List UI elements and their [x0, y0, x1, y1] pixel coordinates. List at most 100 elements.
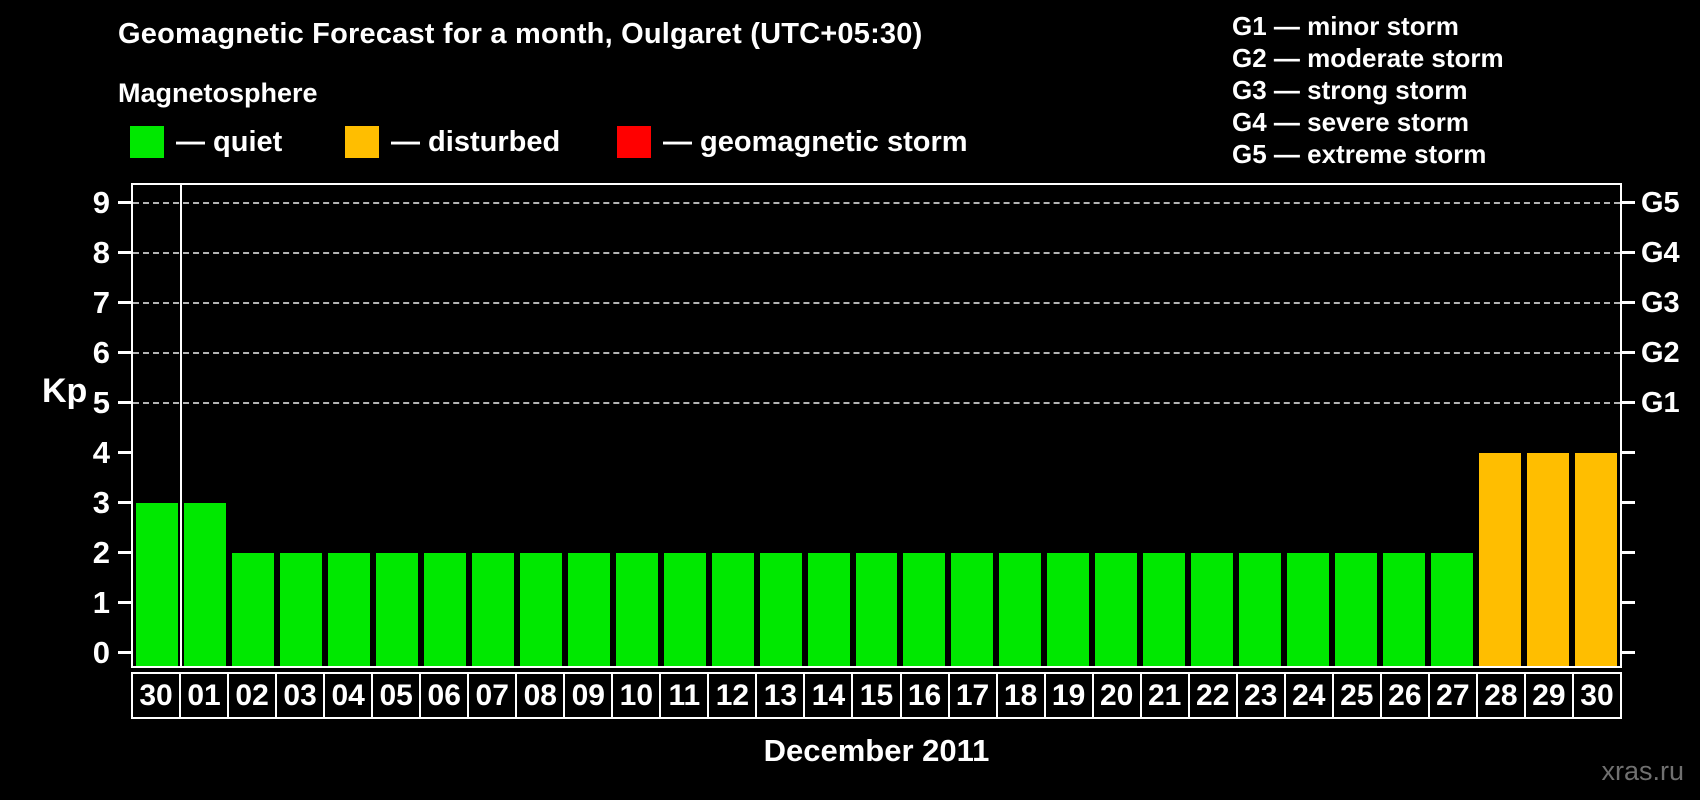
y-tick-label-9: 9: [92, 185, 110, 220]
y-tick-right-4: [1622, 451, 1635, 454]
gridline-kp-6: [133, 352, 1620, 354]
day-label-cell: 28: [1475, 672, 1526, 719]
day-label-cell: 30: [131, 672, 182, 719]
day-label-cell: 15: [851, 672, 902, 719]
gridline-kp-5: [133, 402, 1620, 404]
quiet-swatch: [130, 126, 164, 158]
y-tick-right-0: [1622, 651, 1635, 654]
day-label-cell: 24: [1283, 672, 1334, 719]
y-tick-label-4: 4: [92, 435, 110, 470]
bar-day-13: [759, 553, 802, 666]
y-tick-right-3: [1622, 501, 1635, 504]
y-tick-label-8: 8: [92, 235, 110, 270]
bar-day-10: [615, 553, 658, 666]
day-label-cell: 23: [1235, 672, 1286, 719]
bar-day-16: [903, 553, 946, 666]
day-label-cell: 03: [275, 672, 326, 719]
day-label-cell: 18: [995, 672, 1046, 719]
day-label-cell: 17: [947, 672, 998, 719]
day-label-cell: 08: [515, 672, 566, 719]
bar-day-14: [807, 553, 850, 666]
bar-day-18: [999, 553, 1042, 666]
y-tick-label-3: 3: [92, 485, 110, 520]
g-axis-label-g4: G4: [1641, 237, 1680, 269]
bar-day-27: [1431, 553, 1474, 666]
day-label-cell: 21: [1139, 672, 1190, 719]
y-tick-left-5: [118, 401, 131, 404]
day-label-cell: 29: [1523, 672, 1574, 719]
gridline-kp-8: [133, 252, 1620, 254]
y-axis-title: Kp: [42, 372, 88, 410]
y-tick-left-2: [118, 551, 131, 554]
bar-day-04: [327, 553, 370, 666]
g-scale-item-g4: G4 — severe storm: [1232, 107, 1470, 137]
bar-day-12: [711, 553, 754, 666]
legend-item-disturbed: — disturbed: [345, 124, 560, 160]
bar-day-05: [375, 553, 418, 666]
day-label-cell: 25: [1331, 672, 1382, 719]
bar-day-09: [567, 553, 610, 666]
day-label-cell: 07: [467, 672, 518, 719]
g-axis-label-g2: G2: [1641, 337, 1680, 369]
g-scale-item-g3: G3 — strong storm: [1232, 75, 1468, 105]
legend-heading: Magnetosphere: [118, 78, 318, 108]
day-label-cell: 19: [1043, 672, 1094, 719]
day-label-cell: 02: [227, 672, 278, 719]
g-axis-label-g1: G1: [1641, 387, 1680, 419]
bar-day-06: [423, 553, 466, 666]
day-label-cell: 01: [179, 672, 230, 719]
day-label-cell: 04: [323, 672, 374, 719]
x-axis-day-labels: 30 01 02 03 04 05 06 07 08 09 10 11 12 13 14 15 16 17 18 19…: [131, 672, 1622, 719]
bar-day-02: [231, 553, 274, 666]
plot-area: 0 1 2 3 4 5 6 7 8 9 G5 G4 G3 G2 G1: [93, 183, 1680, 670]
bar-day-19: [1047, 553, 1090, 666]
bar-day-21: [1143, 553, 1186, 666]
g-scale-item-g2: G2 — moderate storm: [1232, 43, 1504, 73]
day-label-cell: 14: [803, 672, 854, 719]
bar-day-07: [471, 553, 514, 666]
y-tick-label-1: 1: [92, 585, 110, 620]
legend-label-disturbed: — disturbed: [391, 125, 561, 158]
g-axis-label-g5: G5: [1641, 187, 1680, 219]
day-label-cell: 09: [563, 672, 614, 719]
g-scale-item-g1: G1 — minor storm: [1232, 11, 1459, 41]
y-tick-right-6: [1622, 351, 1635, 354]
y-tick-label-0: 0: [92, 635, 110, 670]
y-tick-left-7: [118, 301, 131, 304]
x-axis-title: December 2011: [763, 733, 990, 768]
legend-item-quiet: — quiet: [130, 124, 282, 160]
legend-label-quiet: — quiet: [176, 125, 283, 158]
bar-day-29: [1527, 453, 1570, 666]
day-label-cell: 30: [1571, 672, 1622, 719]
day-label-cell: 10: [611, 672, 662, 719]
y-tick-label-5: 5: [92, 385, 110, 420]
y-tick-left-8: [118, 251, 131, 254]
storm-swatch: [617, 126, 651, 158]
day-label-cell: 11: [659, 672, 710, 719]
y-tick-right-2: [1622, 551, 1635, 554]
y-tick-left-3: [118, 501, 131, 504]
day-label-cell: 27: [1427, 672, 1478, 719]
disturbed-swatch: [345, 126, 379, 158]
bar-day-17: [951, 553, 994, 666]
y-tick-right-5: [1622, 401, 1635, 404]
y-tick-left-0: [118, 651, 131, 654]
gridline-kp-7: [133, 302, 1620, 304]
bar-day-25: [1335, 553, 1378, 666]
day-label-cell: 12: [707, 672, 758, 719]
bar-day-30: [1575, 453, 1617, 666]
day-label-cell: 05: [371, 672, 422, 719]
legend-label-storm: — geomagnetic storm: [663, 125, 968, 158]
y-tick-left-9: [118, 201, 131, 204]
y-tick-left-1: [118, 601, 131, 604]
day-label-cell: 26: [1379, 672, 1430, 719]
y-tick-right-9: [1622, 201, 1635, 204]
day-label-cell: 22: [1187, 672, 1238, 719]
y-tick-label-6: 6: [92, 335, 110, 370]
day-label-cell: 20: [1091, 672, 1142, 719]
day-label-cell: 06: [419, 672, 470, 719]
y-tick-right-7: [1622, 301, 1635, 304]
y-tick-right-1: [1622, 601, 1635, 604]
y-tick-left-6: [118, 351, 131, 354]
g-axis-label-g3: G3: [1641, 287, 1680, 319]
